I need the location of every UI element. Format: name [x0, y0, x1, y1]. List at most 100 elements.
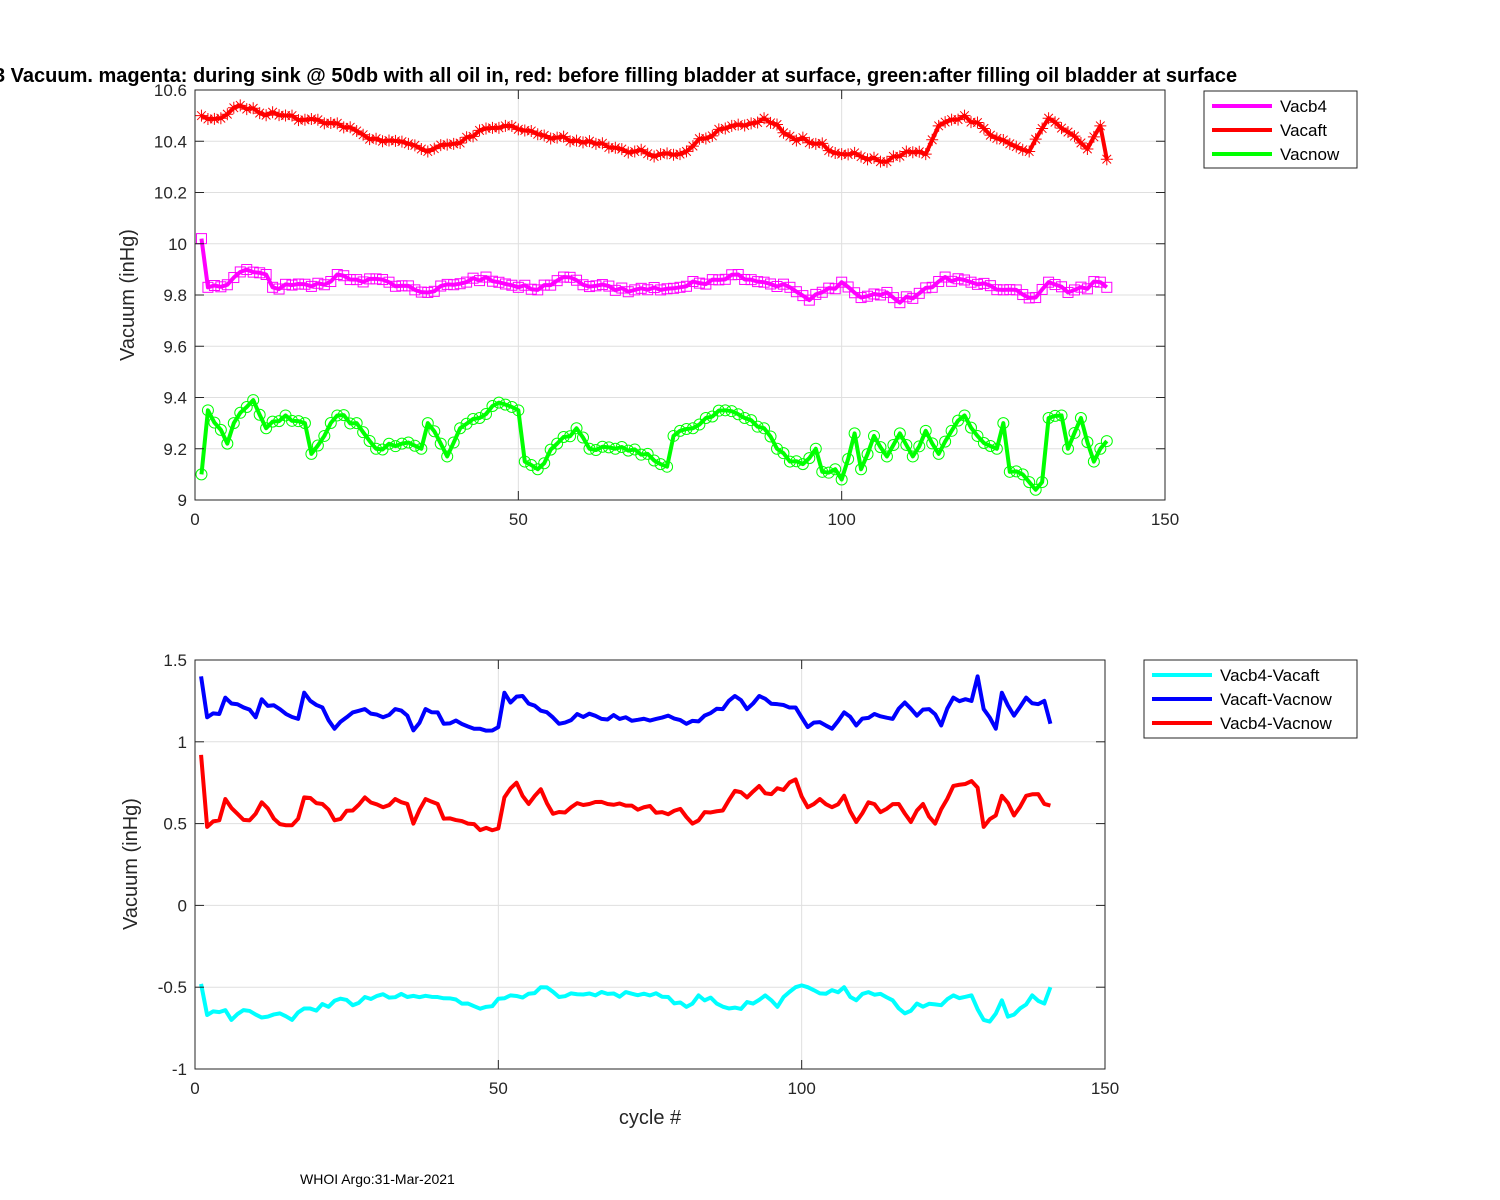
legend-label-vacb4-vacnow: Vacb4-Vacnow: [1220, 714, 1333, 733]
top-ytick-label: 9.6: [163, 337, 187, 356]
series-marker-vacnow: [389, 440, 402, 453]
series-marker-vacaft: [738, 119, 751, 132]
series-marker-vacnow: [965, 421, 977, 434]
series-marker-vacnow: [686, 422, 699, 435]
series-marker-vacb4: [648, 282, 660, 294]
series-marker-vacnow: [777, 447, 790, 460]
series-marker-vacaft: [363, 133, 376, 146]
series-marker-vacnow: [195, 468, 208, 481]
series-marker-vacb4: [933, 276, 945, 288]
series-marker-vacaft: [796, 131, 809, 144]
series-marker-vacnow: [674, 424, 686, 437]
series-marker-vacaft: [861, 153, 874, 166]
series-marker-vacb4: [538, 279, 550, 291]
series-marker-vacnow: [1010, 465, 1023, 478]
series-marker-vacnow: [932, 447, 945, 460]
series-marker-vacb4: [855, 292, 867, 304]
series-marker-vacnow: [1036, 476, 1049, 489]
series-marker-vacb4: [545, 279, 557, 291]
series-marker-vacnow: [318, 429, 331, 442]
series-marker-vacnow: [622, 444, 635, 457]
series-marker-vacb4: [687, 276, 699, 288]
series-marker-vacnow: [1016, 468, 1029, 481]
series-marker-vacb4: [1036, 283, 1048, 295]
series-marker-vacb4: [286, 279, 298, 291]
series-marker-vacb4: [674, 281, 686, 293]
series-marker-vacb4: [1004, 284, 1016, 296]
series-marker-vacnow: [499, 398, 512, 411]
series-marker-vacaft: [990, 132, 1003, 145]
series-marker-vacaft: [641, 147, 654, 160]
series-marker-vacb4: [1056, 281, 1068, 293]
bottom-plot-legend: Vacb4-Vacaft Vacaft-Vacnow Vacb4-Vacnow: [1143, 659, 1358, 739]
series-marker-vacb4: [616, 282, 628, 294]
series-marker-vacb4: [803, 294, 815, 306]
series-marker-vacb4: [668, 282, 680, 294]
series-marker-vacnow: [635, 448, 648, 461]
series-marker-vacnow: [221, 437, 234, 450]
series-marker-vacb4: [577, 279, 589, 291]
series-marker-vacnow: [227, 417, 240, 430]
series-marker-vacaft: [279, 109, 292, 122]
series-marker-vacb4: [506, 279, 518, 291]
series-marker-vacaft: [1094, 119, 1107, 132]
series-marker-vacnow: [693, 418, 706, 431]
series-marker-vacb4: [642, 284, 654, 296]
series-marker-vacaft: [913, 145, 926, 158]
series-marker-vacnow: [305, 447, 318, 460]
series-marker-vacaft: [227, 101, 240, 114]
top-ytick-label: 10.2: [154, 184, 187, 203]
series-marker-vacaft: [835, 148, 848, 161]
series-marker-vacb4: [1101, 281, 1113, 293]
series-marker-vacb4: [971, 278, 983, 290]
series-marker-vacaft: [680, 145, 693, 158]
series-marker-vacaft: [499, 119, 512, 132]
series-marker-vacb4: [215, 281, 227, 293]
series-marker-vacnow: [434, 437, 447, 450]
series-marker-vacaft: [971, 116, 984, 129]
series-marker-vacnow: [577, 431, 589, 444]
series-marker-vacb4: [377, 274, 389, 286]
series-marker-vacaft: [467, 130, 480, 143]
series-marker-vacb4: [1023, 292, 1035, 304]
series-marker-vacnow: [609, 442, 622, 455]
series-marker-vacaft: [1003, 137, 1016, 150]
series-marker-vacaft: [512, 123, 525, 136]
series-marker-vacnow: [596, 440, 609, 453]
series-marker-vacaft: [357, 128, 370, 141]
series-marker-vacaft: [486, 121, 499, 134]
series-marker-vacaft: [311, 113, 324, 126]
series-marker-vacnow: [564, 430, 577, 443]
series-marker-vacaft: [344, 121, 357, 134]
series-marker-vacb4: [318, 279, 330, 291]
series-marker-vacaft: [874, 155, 887, 168]
series-marker-vacnow: [680, 422, 693, 435]
top-xtick-label: 0: [190, 510, 199, 529]
series-marker-vacnow: [641, 447, 654, 460]
series-marker-vacb4: [635, 282, 647, 294]
series-marker-vacnow: [357, 426, 370, 439]
series-marker-vacnow: [990, 442, 1003, 455]
series-marker-vacnow: [712, 404, 725, 417]
series-marker-vacaft: [977, 122, 990, 135]
series-marker-vacaft: [822, 144, 835, 157]
series-marker-vacaft: [395, 135, 408, 148]
series-marker-vacb4: [920, 282, 932, 294]
top-xtick-label: 150: [1151, 510, 1179, 529]
series-marker-vacnow: [480, 408, 492, 421]
series-marker-vacb4: [823, 282, 835, 294]
series-markers-vacnow: [195, 394, 1113, 496]
series-marker-vacb4: [312, 277, 324, 289]
series-marker-vacnow: [719, 404, 732, 417]
series-marker-vacb4: [383, 276, 395, 288]
series-marker-vacb4: [208, 280, 220, 292]
series-marker-vacb4: [493, 276, 505, 288]
series-marker-vacnow: [732, 408, 745, 421]
series-marker-vacnow: [861, 448, 874, 461]
series-marker-vacnow: [809, 442, 822, 455]
series-marker-vacaft: [589, 137, 602, 150]
series-marker-vacb4: [1088, 276, 1100, 288]
series-marker-vacaft: [247, 102, 260, 115]
series-marker-vacb4: [984, 280, 996, 292]
